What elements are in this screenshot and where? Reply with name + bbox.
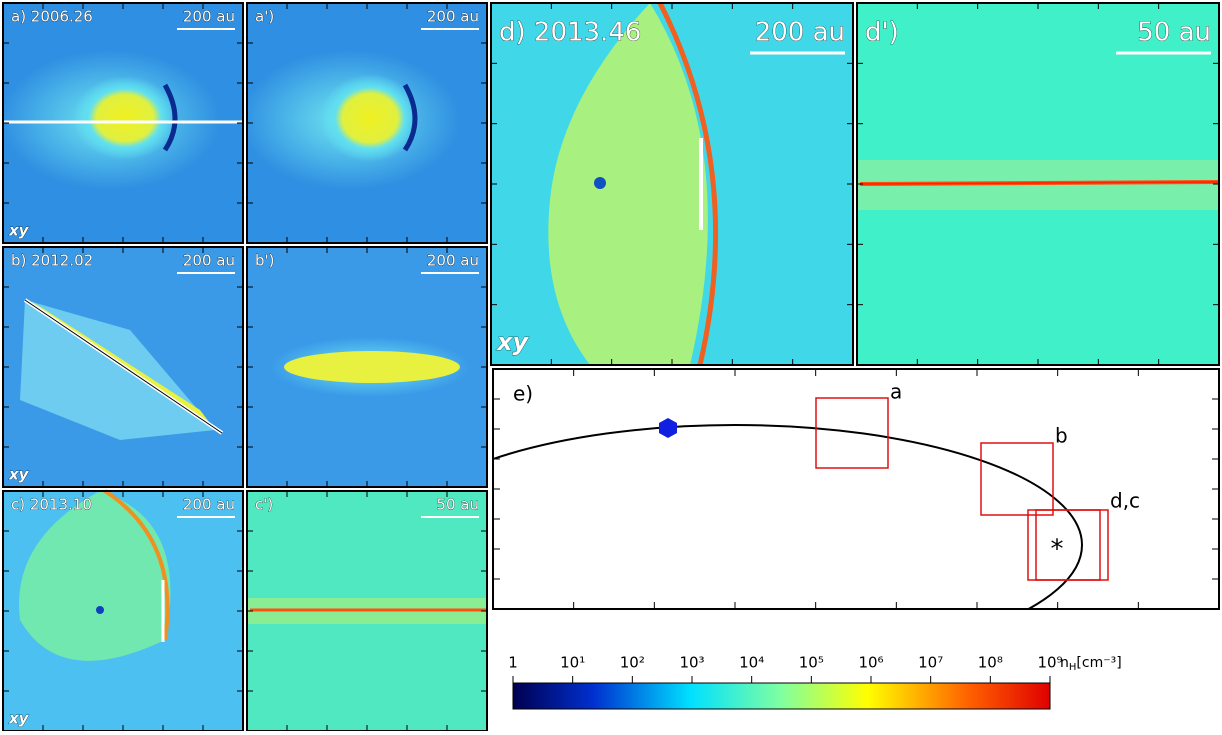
panel-label: a'): [255, 8, 274, 26]
colorbar-tick-label: 10²: [620, 654, 645, 672]
colorbar-tick-label: 10⁷: [918, 654, 943, 672]
colorbar-tick-label: 10¹: [560, 654, 585, 672]
colorbar: [512, 682, 1051, 710]
projection-label: xy: [8, 710, 30, 728]
scale-label: 50 au: [436, 496, 479, 514]
projection-label: xy: [8, 466, 30, 484]
unit-symbol: n: [1060, 655, 1069, 671]
scale-label: 200 au: [427, 252, 479, 270]
panel-label: b'): [255, 252, 275, 270]
panel-label: c'): [255, 496, 273, 514]
panel-label: d) 2013.46: [499, 18, 641, 48]
colorbar-tick-label: 1: [508, 654, 518, 672]
colorbar-tick-label: 10⁸: [978, 654, 1003, 672]
colorbar-tick-label: 10⁵: [799, 654, 824, 672]
scale-label: 50 au: [1137, 18, 1211, 48]
colorbar-unit: nH[cm⁻³]: [1060, 655, 1122, 673]
scale-label: 200 au: [755, 18, 845, 48]
unit-rest: [cm⁻³]: [1076, 655, 1121, 671]
box-label: b: [1055, 424, 1068, 448]
scale-label: 200 au: [183, 8, 235, 26]
scale-label: 200 au: [427, 8, 479, 26]
scale-label: 200 au: [183, 496, 235, 514]
orbit-panel: [493, 397, 1109, 609]
projection-label: xy: [8, 222, 30, 240]
panel-label: d'): [865, 18, 899, 48]
colorbar-tick-label: 10³: [679, 654, 704, 672]
scale-label: 200 au: [183, 252, 235, 270]
panel-label: e): [513, 382, 533, 406]
colorbar-tick-label: 10⁶: [858, 654, 883, 672]
projection-label: xy: [496, 328, 529, 356]
box-label: a: [890, 380, 902, 404]
colorbar-tick-label: 10⁴: [739, 654, 764, 672]
star-marker: *: [1051, 535, 1064, 565]
colorbar-tick-label: 10⁹: [1037, 654, 1062, 672]
unit-subscript: H: [1069, 662, 1077, 673]
box-label: d,c: [1110, 489, 1140, 513]
panel-label: c) 2013.10: [11, 496, 92, 514]
panel-label: a) 2006.26: [11, 8, 93, 26]
panel-label: b) 2012.02: [11, 252, 93, 270]
